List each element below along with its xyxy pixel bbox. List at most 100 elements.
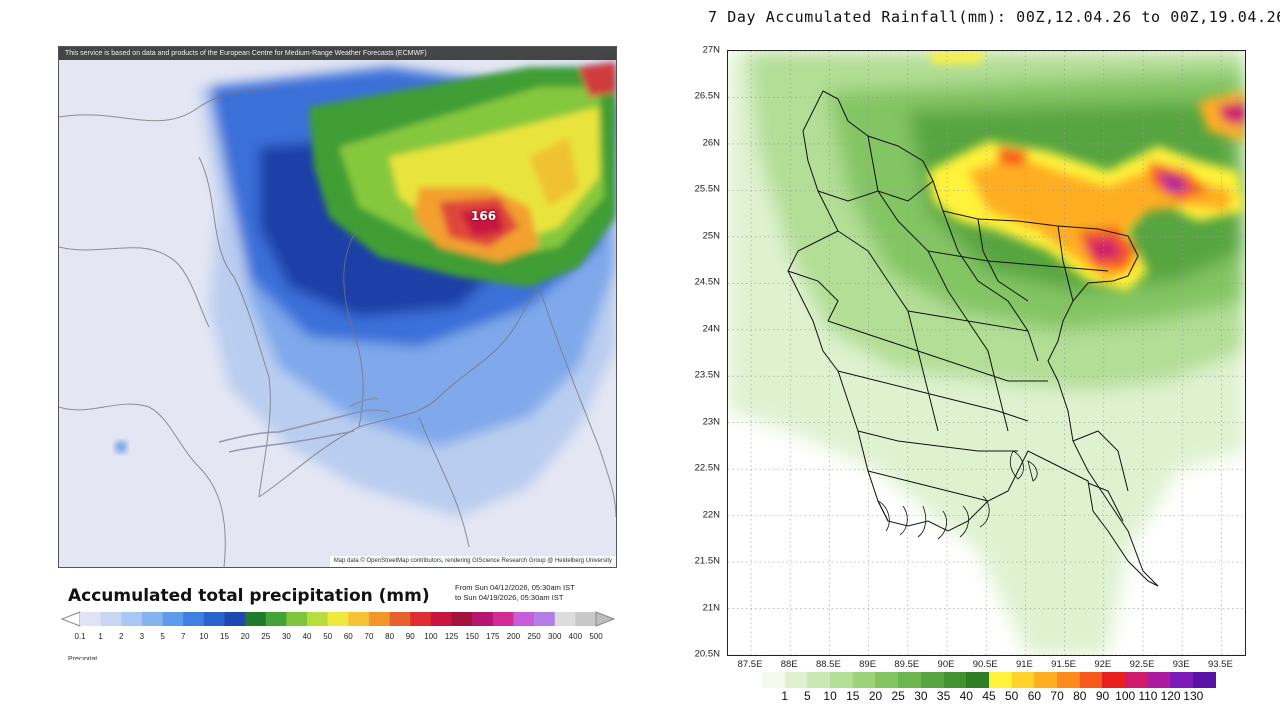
latitude-tick-label: 22.5N	[694, 462, 720, 474]
colorbar-tick-label: 90	[1095, 689, 1110, 703]
max-precip-label: 166	[471, 209, 497, 223]
colorbar-swatch	[492, 612, 514, 626]
colorbar-swatch	[807, 672, 831, 688]
colorbar-swatch	[141, 612, 163, 626]
latitude-tick-label: 25N	[702, 230, 720, 242]
left-date-range: From Sun 04/12/2026, 05:30am IST to Sun …	[455, 583, 575, 603]
colorbar-arrow-high	[595, 611, 616, 627]
colorbar-tick-label: 0.1	[74, 632, 86, 641]
colorbar-swatch	[389, 612, 411, 626]
colorbar-tick-label: 200	[506, 632, 521, 641]
colorbar-swatch	[513, 612, 535, 626]
colorbar-tick-label: 20	[240, 632, 250, 641]
rainfall-map	[727, 50, 1246, 656]
longitude-tick-label: 89.5E	[894, 659, 920, 670]
colorbar-arrow-low	[60, 611, 81, 627]
colorbar-tick-label: 70	[1050, 689, 1064, 703]
colorbar-tick-label: 100	[424, 632, 438, 641]
colorbar-swatch	[554, 612, 576, 626]
latitude-tick-label: 21.5N	[694, 555, 720, 567]
colorbar-swatch	[898, 672, 921, 688]
longitude-tick-label: 91.5E	[1051, 659, 1077, 670]
longitude-tick-label: 91E	[1015, 659, 1033, 670]
latitude-tick-label: 24N	[702, 323, 720, 335]
colorbar-tick-label: 10	[823, 689, 837, 703]
attribution-top: This service is based on data and produc…	[59, 47, 616, 60]
colorbar-tick-label: 10	[199, 632, 209, 641]
colorbar-tick-label: 25	[891, 689, 905, 703]
colorbar-tick-label: 7	[180, 632, 186, 641]
longitude-tick-label: 88.5E	[815, 659, 841, 670]
latitude-tick-label: 23.5N	[694, 369, 720, 381]
colorbar-tick-label: 70	[364, 632, 374, 641]
colorbar-tick-label: 300	[548, 632, 562, 641]
longitude-tick-label: 90E	[937, 659, 955, 670]
colorbar-swatch	[1034, 672, 1057, 688]
colorbar-tick-label: 60	[343, 632, 353, 641]
left-colorbar-bar	[60, 611, 616, 627]
latitude-tick-label: 26N	[702, 137, 720, 149]
colorbar-swatch	[1102, 672, 1125, 688]
longitude-tick-label: 93.5E	[1207, 659, 1233, 670]
latitude-tick-label: 20.5N	[694, 648, 720, 660]
colorbar-swatch	[368, 612, 390, 626]
colorbar-swatch	[575, 612, 597, 626]
colorbar-tick-label: 5	[804, 689, 811, 703]
colorbar-tick-label: 110	[1138, 689, 1158, 703]
colorbar-tick-label: 80	[1073, 689, 1087, 703]
colorbar-swatch	[327, 612, 349, 626]
colorbar-tick-label: 20	[868, 689, 883, 703]
latitude-tick-label: 22N	[702, 509, 720, 521]
colorbar-tick-label: 5	[160, 632, 165, 641]
colorbar-swatch	[472, 612, 494, 626]
colorbar-swatch	[1193, 672, 1216, 688]
colorbar-tick-label: 40	[959, 689, 973, 703]
colorbar-tick-label: 35	[936, 689, 951, 703]
ecmwf-map-canvas	[59, 47, 616, 567]
latitude-tick-label: 25.5N	[694, 183, 720, 195]
date-from: From Sun 04/12/2026, 05:30am IST	[455, 583, 575, 592]
colorbar-swatch	[762, 672, 785, 688]
colorbar-swatch	[162, 612, 184, 626]
colorbar-swatch	[348, 612, 370, 626]
colorbar-swatch	[534, 612, 556, 626]
colorbar-swatch	[286, 612, 308, 626]
longitude-tick-label: 93E	[1172, 659, 1190, 670]
colorbar-swatch	[943, 672, 967, 688]
colorbar-swatch	[80, 612, 101, 626]
colorbar-tick-label: 60	[1027, 689, 1042, 703]
colorbar-swatch	[966, 672, 989, 688]
colorbar-swatch	[245, 612, 267, 626]
colorbar-tick-label: 130	[1183, 689, 1204, 703]
colorbar-tick-label: 2	[119, 632, 124, 641]
colorbar-tick-label: 500	[589, 632, 603, 641]
longitude-tick-label: 92.5E	[1129, 659, 1155, 670]
right-colorbar	[762, 672, 1216, 688]
left-colorbar: 0.1 1 2 3 5 7 10 15 20 25 30 40 50 60 70 80 90 100 125 150 1…	[60, 608, 616, 648]
colorbar-swatch	[1011, 672, 1035, 688]
colorbar-swatch	[852, 672, 876, 688]
colorbar-swatch	[875, 672, 899, 688]
longitude-tick-label: 92E	[1094, 659, 1112, 670]
left-chart-title: Accumulated total precipitation (mm)	[68, 586, 430, 606]
colorbar-swatch	[988, 672, 1012, 688]
colorbar-tick-label: 15	[220, 632, 229, 641]
colorbar-swatch	[451, 612, 473, 626]
colorbar-tick-label: 50	[1005, 689, 1019, 703]
colorbar-tick-label: 40	[302, 632, 312, 641]
colorbar-tick-label: 30	[914, 689, 928, 703]
colorbar-swatch	[203, 612, 225, 626]
colorbar-tick-label: 3	[139, 632, 145, 641]
colorbar-tick-label: 1	[781, 689, 789, 703]
latitude-tick-label: 27N	[702, 44, 720, 56]
colorbar-swatch	[784, 672, 808, 688]
colorbar-swatch	[1125, 672, 1148, 688]
longitude-tick-label: 88E	[780, 659, 798, 670]
rainfall-map-canvas	[728, 51, 1245, 655]
colorbar-tick-label: 15	[846, 689, 860, 703]
longitude-tick-label: 87.5E	[737, 659, 763, 670]
latitude-tick-label: 26.5N	[694, 90, 720, 102]
longitude-tick-label: 89E	[859, 659, 877, 670]
latitude-tick-label: 23N	[702, 416, 720, 428]
ecmwf-precip-map: This service is based on data and produc…	[58, 46, 617, 568]
